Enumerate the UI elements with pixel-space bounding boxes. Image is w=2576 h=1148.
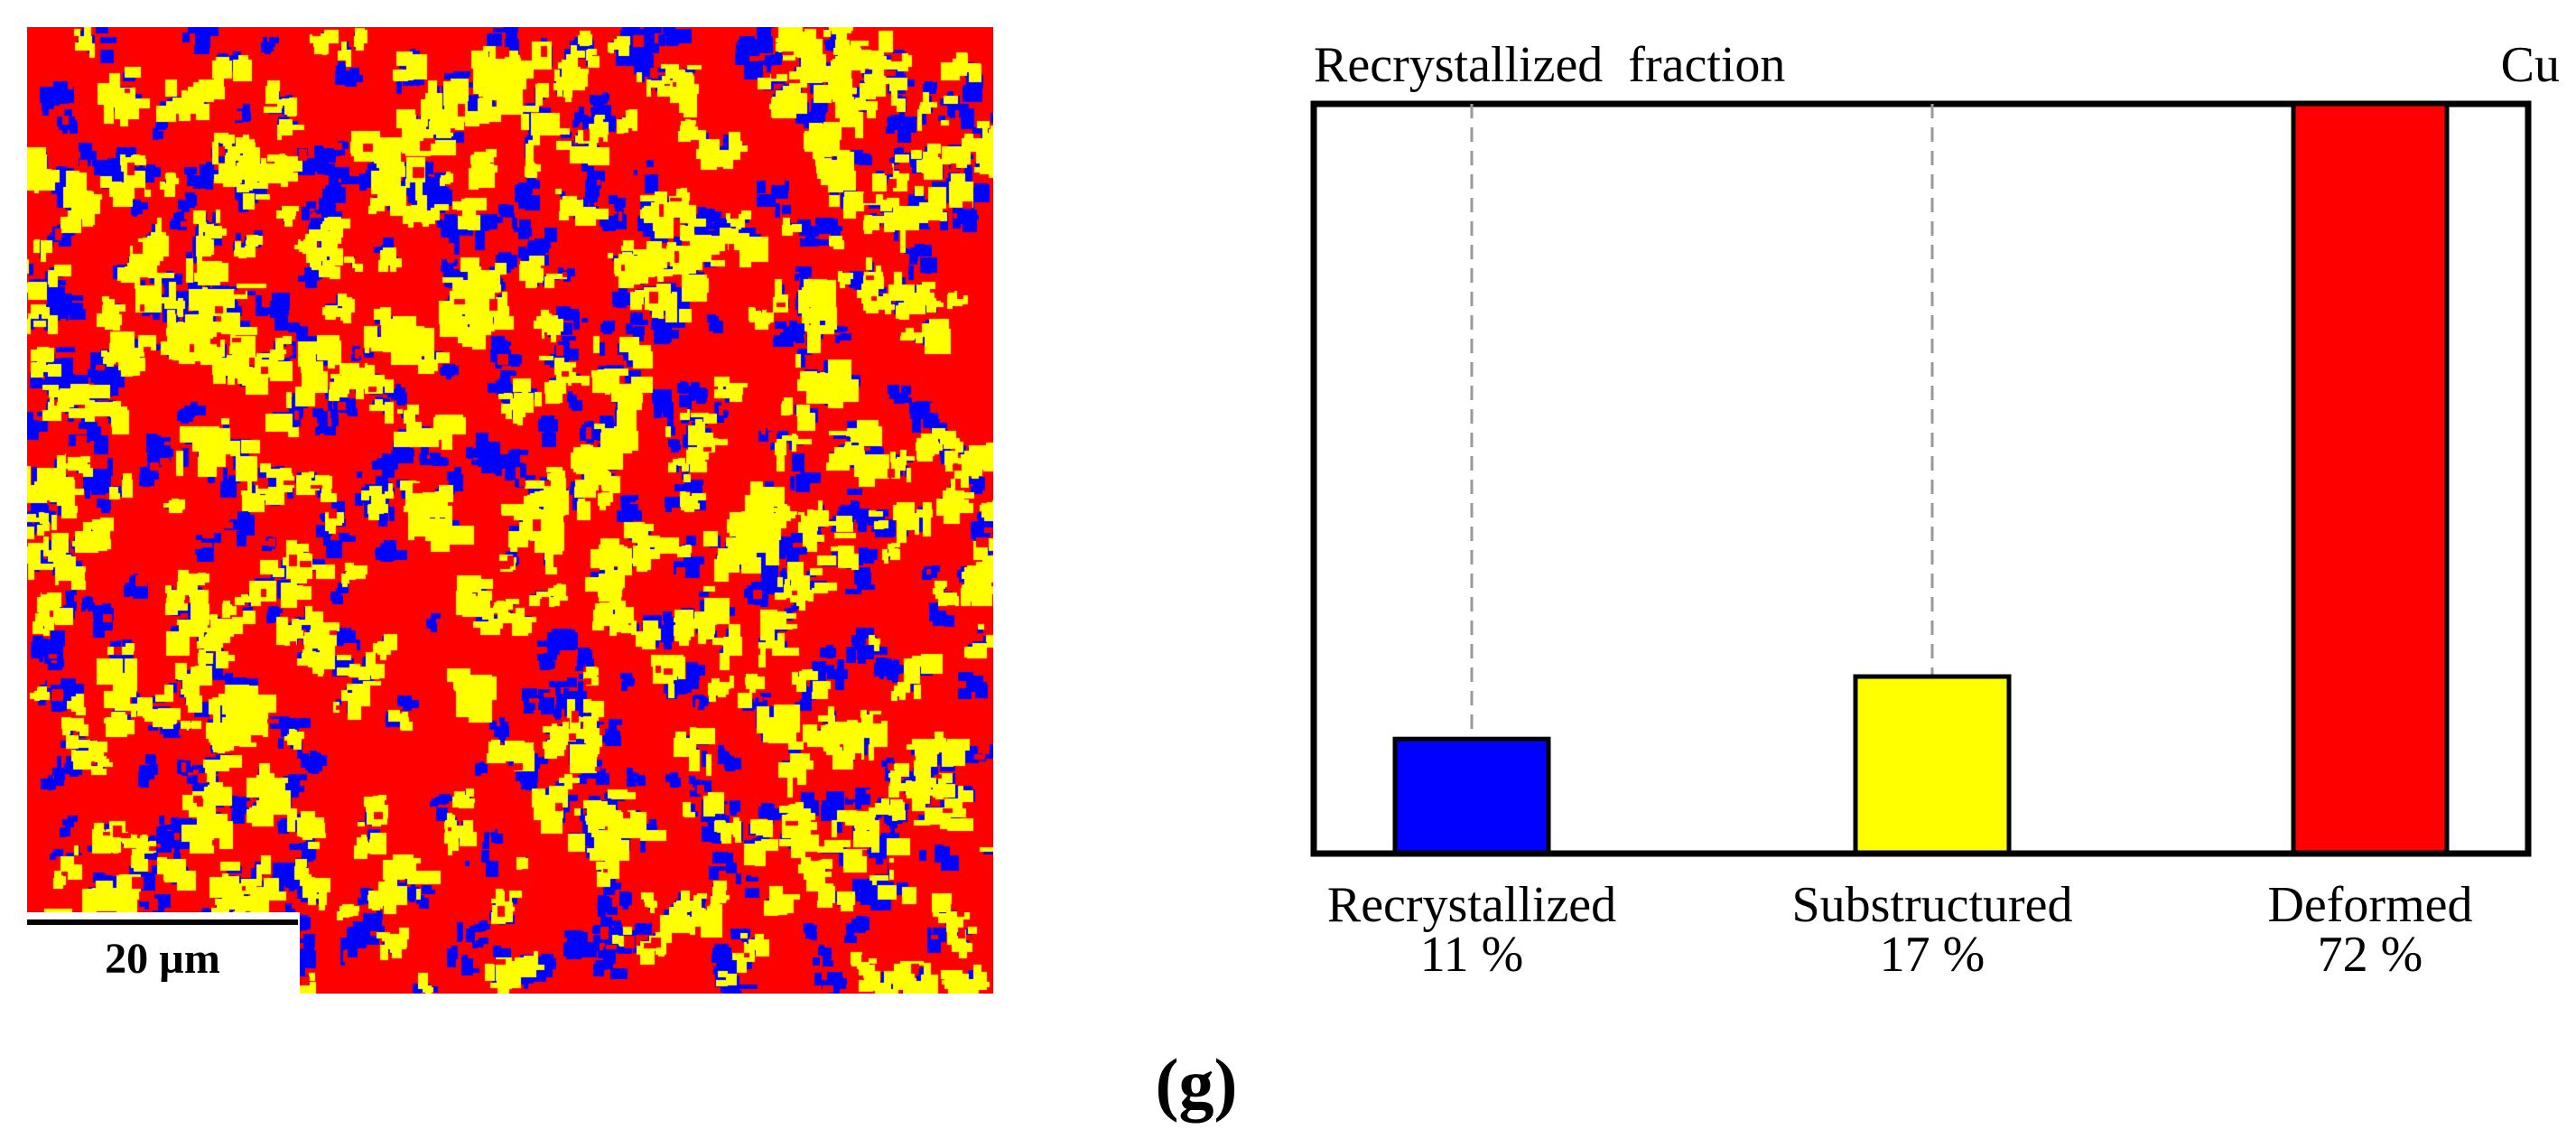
ebsd-phase-map (27, 27, 993, 994)
scale-bar-box: 20 µm (27, 912, 300, 994)
value-label: 11 % (1420, 927, 1524, 983)
value-label: 17 % (1880, 927, 1985, 983)
bar-substructured (1853, 674, 2012, 856)
material-label: Cu (2501, 37, 2560, 93)
category-label: Substructured (1791, 877, 2072, 933)
chart-title: Recrystallized fraction (1314, 37, 1785, 93)
category-label: Recrystallized (1327, 877, 1616, 933)
recrystallized-fraction-chart: Recrystallized fraction Cu Recrystallize… (1310, 37, 2560, 983)
bar-recrystallized (1392, 736, 1551, 856)
category-label: Deformed (2267, 877, 2472, 933)
scale-bar (27, 919, 298, 925)
value-label: 72 % (2318, 927, 2423, 983)
panel-label: (g) (1155, 1044, 1238, 1123)
scale-bar-label: 20 µm (105, 935, 220, 983)
bar-deformed (2291, 101, 2450, 856)
